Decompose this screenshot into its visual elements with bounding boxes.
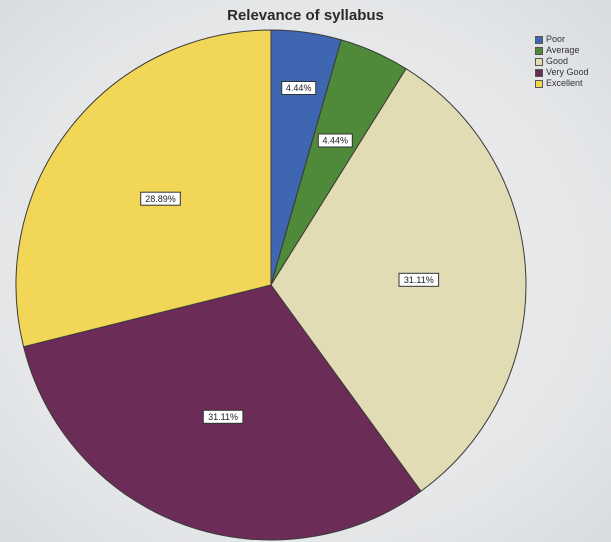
chart-title: Relevance of syllabus (227, 7, 384, 24)
slice-label-text-good: 31.11% (404, 275, 434, 285)
slice-label-excellent: 28.89% (140, 191, 181, 206)
legend-item-poor: Poor (535, 34, 589, 45)
legend-swatch-excellent (535, 79, 543, 88)
legend-item-excellent: Excellent (535, 78, 589, 89)
legend-swatch-average (535, 46, 543, 55)
pie-slice-good (270, 67, 527, 492)
slice-label-good: 31.11% (398, 272, 440, 287)
legend-item-very-good: Very Good (535, 67, 589, 78)
legend-label-average: Average (546, 45, 580, 55)
legend-label-good: Good (546, 56, 569, 66)
slice-label-box-good (398, 272, 440, 287)
legend-label-poor: Poor (546, 34, 566, 44)
slice-label-text-excellent: 28.89% (145, 194, 176, 204)
legend: Poor Average Good Very Good Excellent (535, 34, 589, 89)
slice-label-box-excellent (140, 191, 181, 206)
legend-label-excellent: Excellent (546, 78, 583, 88)
legend-item-good: Good (535, 56, 589, 67)
slice-label-box-average (317, 133, 353, 148)
pie-slice-excellent (15, 29, 272, 348)
slice-label-box-very-good (202, 409, 244, 424)
legend-swatch-good (535, 57, 543, 66)
legend-item-average: Average (535, 45, 589, 56)
legend-swatch-very-good (535, 68, 543, 77)
slice-label-text-average: 4.44% (323, 136, 349, 146)
slice-label-text-poor: 4.44% (286, 83, 312, 93)
legend-label-very-good: Very Good (546, 67, 589, 77)
slice-label-box-poor (281, 81, 317, 95)
slice-label-very-good: 31.11% (202, 409, 244, 424)
slice-label-average: 4.44% (317, 133, 353, 148)
legend-swatch-poor (535, 35, 543, 44)
slice-label-text-very-good: 31.11% (208, 412, 238, 422)
slice-label-poor: 4.44% (281, 81, 317, 95)
